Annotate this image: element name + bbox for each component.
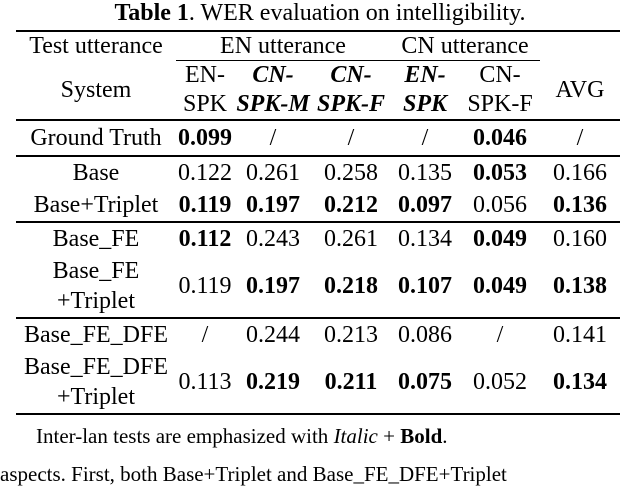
cell-c4: 0.097 (398, 192, 452, 218)
cell-c4: 0.107 (398, 273, 452, 299)
cell-c3: 0.258 (312, 155, 390, 189)
note-bold: Bold (400, 424, 443, 448)
header-col1-top: EN- (176, 60, 234, 89)
table-row-base-fe-triplet: Base_FE +Triplet 0.119 0.197 0.218 0.107… (16, 255, 620, 318)
cell-avg: 0.141 (540, 317, 620, 351)
cell-c5: 0.049 (473, 273, 527, 299)
header-row-3: SPK SPK-M SPK-F SPK SPK-F (16, 89, 620, 120)
header-col2-bottom: SPK-M (236, 91, 310, 117)
note-plus: + (377, 424, 401, 448)
header-col5-bottom: SPK-F (467, 91, 533, 117)
cell-c2: 0.197 (246, 273, 300, 299)
table-row-base: Base 0.122 0.261 0.258 0.135 0.053 0.166 (16, 155, 620, 189)
cell-c3: 0.213 (312, 317, 390, 351)
note-prefix: Inter-lan tests are emphasized with (36, 424, 334, 448)
cell-c2: 0.243 (234, 221, 312, 255)
cell-avg: 0.166 (540, 155, 620, 189)
cell-c3: / (312, 119, 390, 156)
header-col3-top: CN- (312, 60, 390, 89)
header-col3-bottom: SPK-F (316, 91, 385, 117)
cell-c1: 0.119 (178, 273, 232, 299)
cell-c3: 0.211 (312, 351, 390, 415)
cell-c2: 0.244 (234, 317, 312, 351)
row-system: Base_FE (16, 221, 176, 255)
header-row-2: System EN- CN- CN- EN- CN- AVG (16, 60, 620, 103)
cell-c4: 0.135 (390, 155, 460, 189)
cell-c3: 0.218 (324, 273, 378, 299)
cell-c2: 0.261 (234, 155, 312, 189)
table-row-base-fe-dfe: Base_FE_DFE / 0.244 0.213 0.086 / 0.141 (16, 317, 620, 351)
row-system: Ground Truth (16, 119, 176, 156)
header-col2-top: CN- (234, 60, 312, 89)
cell-c4: 0.075 (390, 351, 460, 415)
cell-avg: 0.136 (553, 192, 607, 218)
header-system: System (60, 76, 132, 103)
table-row-base-fe: Base_FE 0.112 0.243 0.261 0.134 0.049 0.… (16, 221, 620, 255)
cell-avg: 0.160 (540, 221, 620, 255)
table-caption-text: . WER evaluation on intelligibility. (188, 0, 526, 26)
table-row-ground-truth: Ground Truth 0.099 / / / 0.046 / (16, 119, 620, 156)
row-system: Base_FE_DFE +Triplet (16, 351, 176, 415)
cell-c2: / (234, 119, 312, 156)
header-cn-utterance: CN utterance (390, 30, 540, 61)
cell-c2: 0.219 (234, 351, 312, 415)
cell-c3: 0.261 (312, 221, 390, 255)
cell-avg: 0.134 (540, 351, 620, 415)
cell-c5: 0.052 (460, 351, 540, 415)
row-system-line1: Base_FE (52, 258, 140, 284)
cell-c4: 0.134 (390, 221, 460, 255)
cell-avg: / (540, 119, 620, 156)
cell-c4: / (390, 119, 460, 156)
note-italic: Italic (333, 424, 378, 448)
cell-avg: 0.138 (553, 273, 607, 299)
wer-table: Test utterance EN utterance CN utterance… (16, 30, 620, 415)
cell-c1: / (176, 317, 234, 351)
row-system: Base_FE +Triplet (16, 255, 176, 318)
header-en-utterance-label: EN utterance (220, 33, 346, 59)
cell-c4: 0.086 (390, 317, 460, 351)
cell-c5: 0.049 (460, 221, 540, 255)
table-caption: Table 1. WER evaluation on intelligibili… (0, 0, 640, 26)
header-test-utterance: Test utterance (16, 30, 176, 61)
header-col4-bottom: SPK (402, 91, 447, 117)
cell-c1: 0.112 (176, 221, 234, 255)
table-caption-label: Table 1 (114, 0, 189, 26)
cell-c1: 0.122 (176, 155, 234, 189)
row-system: Base (16, 155, 176, 189)
row-system: Base+Triplet (33, 192, 159, 218)
cell-c5: 0.046 (460, 119, 540, 156)
header-col1-bottom: SPK (182, 91, 228, 117)
cell-c1: 0.099 (176, 119, 234, 156)
note-suffix: . (442, 424, 448, 448)
header-en-utterance: EN utterance (176, 30, 390, 61)
table-row-base-fe-dfe-triplet: Base_FE_DFE +Triplet 0.113 0.219 0.211 0… (16, 351, 620, 415)
header-row-1: Test utterance EN utterance CN utterance (16, 30, 620, 61)
cell-c1: 0.113 (176, 351, 234, 415)
header-col4-top: EN- (390, 60, 460, 89)
row-system: Base_FE_DFE (16, 317, 176, 351)
cell-c2: 0.197 (246, 192, 300, 218)
cell-c3: 0.212 (324, 192, 378, 218)
table-note: Inter-lan tests are emphasized with Ital… (36, 424, 448, 448)
header-avg: AVG (555, 76, 605, 103)
cell-c5: 0.056 (473, 192, 527, 218)
cell-c5: 0.053 (460, 155, 540, 189)
row-system-line2: +Triplet (57, 384, 135, 410)
header-cn-utterance-label: CN utterance (401, 33, 529, 59)
header-col5-top: CN- (460, 60, 540, 89)
cell-c5: / (460, 317, 540, 351)
cell-c1: 0.119 (178, 192, 232, 218)
table-row-base-triplet: Base+Triplet 0.119 0.197 0.212 0.097 0.0… (16, 189, 620, 222)
body-text-partial: aspects. First, both Base+Triplet and Ba… (0, 462, 507, 486)
row-system-line1: Base_FE_DFE (24, 354, 168, 380)
row-system-line2: +Triplet (57, 288, 135, 314)
